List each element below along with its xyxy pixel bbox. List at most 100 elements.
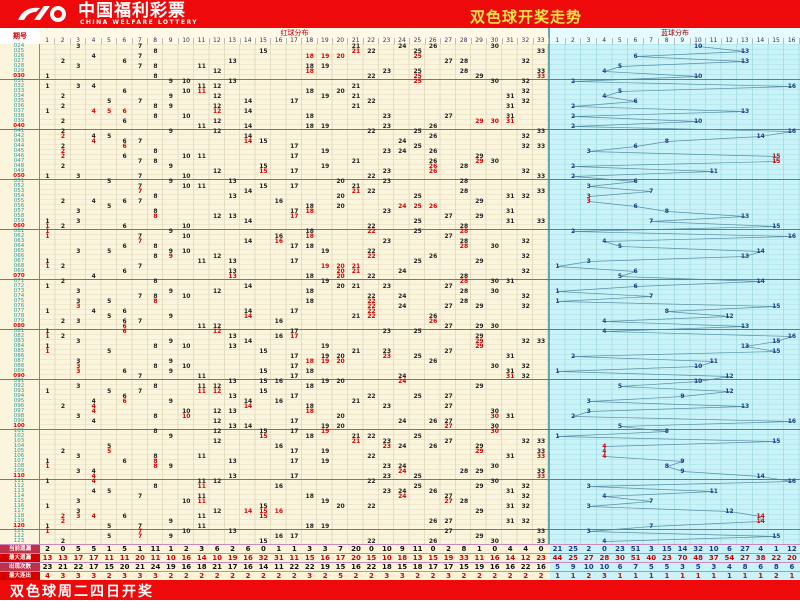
- issue-number: 099: [13, 418, 25, 424]
- red-stat-value: 15: [335, 563, 346, 571]
- blue-ball-number: 5: [617, 88, 623, 95]
- red-ball-number: 25: [413, 433, 422, 440]
- red-ball-number: 22: [367, 128, 376, 135]
- blue-trend-line-chart: [557, 46, 793, 542]
- red-ball-number: 21: [351, 158, 361, 165]
- blue-ball-number: 4: [602, 318, 607, 325]
- blue-ball-number: 2: [571, 113, 576, 120]
- blue-stat-value: 1: [680, 572, 685, 580]
- red-ball-number: 20: [336, 423, 345, 430]
- red-stat-value: 3: [199, 545, 205, 553]
- red-ball-number: 4: [91, 308, 96, 315]
- red-ball-number: 24: [398, 443, 407, 450]
- red-ball-number: 3: [76, 338, 81, 345]
- issue-number: 112: [13, 483, 25, 489]
- red-ball-number: 27: [444, 283, 453, 290]
- red-stat-value: 2: [446, 545, 451, 553]
- blue-stat-value: 10: [708, 545, 719, 553]
- blue-stat-value: 1: [711, 572, 717, 580]
- red-ball-number: 18: [305, 228, 314, 235]
- red-ball-number: 33: [536, 218, 546, 225]
- red-ball-number: 29: [475, 508, 484, 515]
- blue-ball-number: 13: [740, 213, 750, 220]
- red-ball-number: 9: [168, 253, 173, 260]
- red-ball-number: 29: [475, 158, 484, 165]
- blue-stat-value: 1: [648, 572, 654, 580]
- red-stat-value: 19: [166, 563, 176, 571]
- issue-number: 060: [13, 223, 25, 229]
- red-ball-number: 7: [137, 293, 143, 300]
- red-ball-number: 3: [76, 468, 81, 475]
- red-ball-number: 13: [228, 193, 237, 200]
- red-ball-number: 10: [182, 363, 191, 370]
- group-divider: [0, 229, 800, 230]
- red-ball-number: 8: [153, 483, 158, 490]
- red-ball-number: 6: [122, 58, 127, 65]
- red-ball-number: 19: [320, 353, 330, 360]
- red-ball-number: 11: [197, 323, 206, 330]
- blue-ball-number: 1: [555, 263, 560, 270]
- red-ball-number: 4: [91, 403, 96, 410]
- red-ball-number: 9: [168, 533, 173, 540]
- red-ball-number: 23: [382, 443, 391, 450]
- red-ball-number: 12: [212, 428, 222, 435]
- blue-ball-number: 16: [787, 128, 797, 135]
- red-ball-number: 30: [490, 118, 499, 125]
- blue-column-number: 2: [565, 38, 582, 44]
- red-ball-number: 25: [413, 218, 422, 225]
- red-ball-number: 22: [367, 393, 376, 400]
- red-ball-number: 11: [197, 383, 206, 390]
- red-stat-value: 11: [474, 554, 485, 562]
- red-ball-number: 19: [320, 343, 330, 350]
- blue-ball-number: 4: [602, 238, 607, 245]
- red-ball-number: 22: [367, 73, 376, 80]
- blue-ball-number: 3: [586, 528, 591, 535]
- red-column-number: 1: [40, 38, 56, 44]
- red-column-number: 6: [117, 38, 133, 44]
- red-ball-number: 1: [45, 333, 50, 340]
- red-stat-value: 22: [304, 563, 315, 571]
- red-column-number: 24: [394, 38, 411, 44]
- stat-label: 最大遗漏: [0, 554, 40, 563]
- blue-stat-value: 1: [633, 572, 639, 580]
- red-ball-number: 25: [413, 473, 422, 480]
- blue-ball-number: 9: [680, 393, 685, 400]
- blue-trend-segment: [635, 51, 746, 57]
- blue-ball-number: 15: [772, 303, 781, 310]
- blue-trend-segment: [776, 336, 793, 342]
- red-ball-number: 22: [367, 298, 376, 305]
- red-stat-value: 3: [446, 572, 451, 580]
- red-ball-number: 1: [45, 73, 50, 80]
- red-ball-number: 30: [490, 243, 499, 250]
- blue-ball-number: 7: [649, 188, 654, 195]
- red-ball-number: 11: [197, 388, 206, 395]
- section-divider: [548, 28, 550, 580]
- red-ball-number: 2: [60, 118, 66, 125]
- red-stat-value: 11: [273, 563, 284, 571]
- red-ball-number: 23: [382, 353, 391, 360]
- issue-number: 121: [13, 528, 25, 534]
- red-ball-number: 12: [212, 288, 222, 295]
- red-ball-number: 2: [60, 128, 66, 135]
- blue-trend-segment: [604, 236, 793, 242]
- red-stat-value: 20: [351, 554, 361, 562]
- blue-stat-value: 1: [695, 572, 701, 580]
- red-ball-number: 16: [274, 333, 284, 340]
- red-stat-value: 21: [135, 563, 145, 571]
- red-stat-value: 16: [536, 563, 546, 571]
- red-ball-number: 10: [182, 528, 191, 535]
- red-ball-number: 19: [320, 263, 330, 270]
- issue-number: 078: [13, 313, 25, 319]
- red-stat-value: 10: [166, 554, 176, 562]
- blue-ball-number: 6: [633, 268, 638, 275]
- red-stat-value: 11: [119, 554, 130, 562]
- issue-number: 117: [13, 508, 25, 514]
- issue-number: 070: [13, 273, 25, 279]
- issue-number: 090: [13, 373, 25, 379]
- blue-column-number: 15: [768, 38, 785, 44]
- red-ball-number: 30: [490, 43, 499, 50]
- red-ball-number: 2: [60, 143, 66, 150]
- stat-label: 当前遗漏: [0, 545, 40, 554]
- red-ball-number: 5: [107, 133, 112, 140]
- red-ball-number: 28: [459, 228, 469, 235]
